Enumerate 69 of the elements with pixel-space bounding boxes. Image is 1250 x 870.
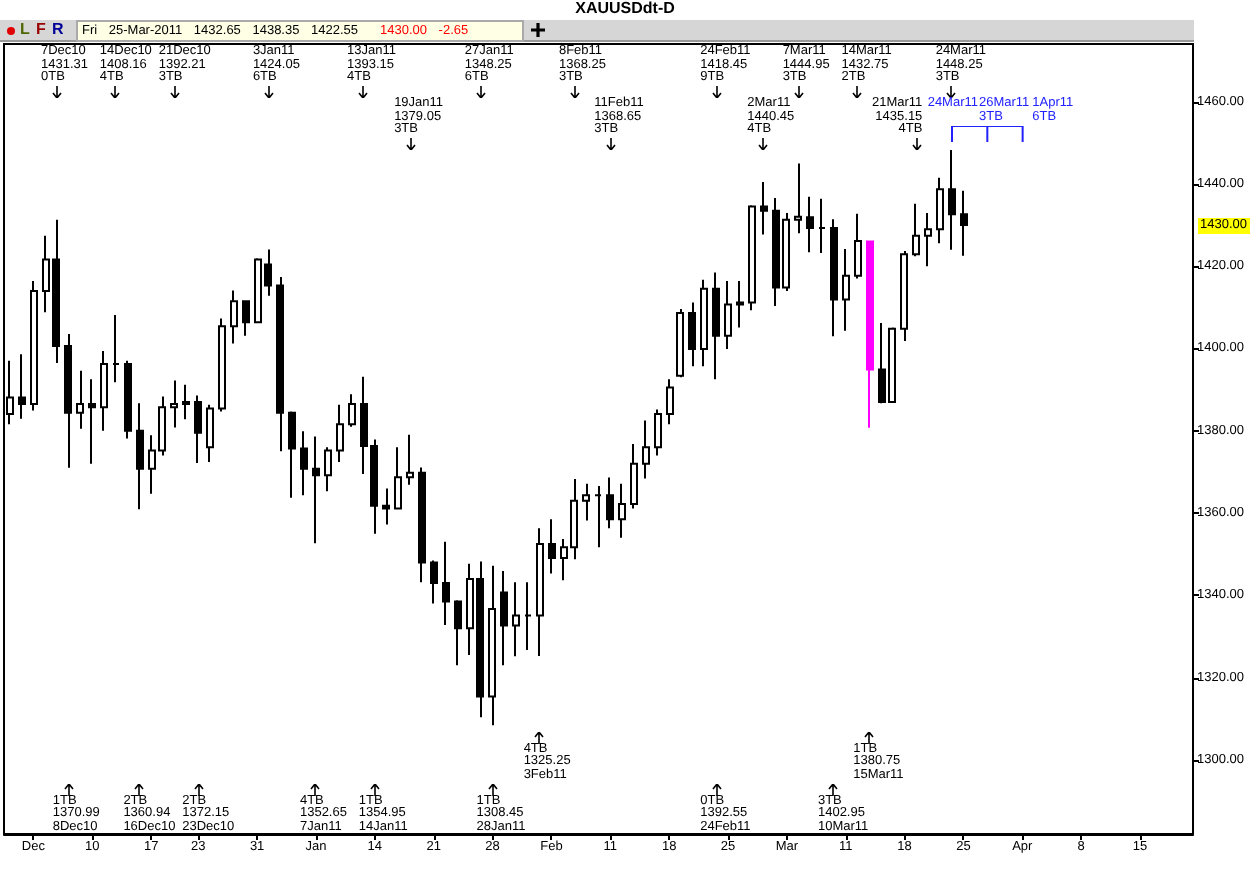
- candlestick: [594, 484, 602, 549]
- candlestick: [88, 378, 96, 465]
- candlestick: [630, 442, 638, 510]
- candlestick: [960, 189, 968, 257]
- candlestick: [488, 564, 496, 727]
- candlestick: [382, 487, 390, 526]
- candlestick: [336, 403, 344, 464]
- candlestick: [512, 581, 520, 658]
- candlestick: [170, 379, 178, 429]
- candlestick: [100, 349, 108, 432]
- candlestick: [30, 280, 38, 412]
- candlestick: [924, 212, 932, 268]
- candlestick: [794, 162, 802, 235]
- candlestick: [582, 482, 590, 522]
- candlestick: [948, 148, 956, 251]
- candlestick: [912, 202, 920, 258]
- candlestick: [842, 247, 850, 332]
- candlestick: [136, 402, 144, 511]
- candlestick: [76, 369, 84, 430]
- candlestick: [866, 240, 874, 429]
- text: F: [36, 20, 46, 38]
- candlestick: [300, 430, 308, 497]
- candlestick: [900, 249, 908, 343]
- candlestick: [312, 435, 320, 545]
- candlestick: [182, 383, 190, 421]
- candlestick: [666, 378, 674, 426]
- candlestick: [524, 581, 532, 652]
- chart-title: XAUUSDdt-D: [575, 0, 676, 17]
- text: L: [20, 20, 30, 38]
- candlestick: [218, 317, 226, 413]
- candlestick: [394, 446, 402, 510]
- candlestick: [18, 353, 26, 420]
- candlestick: [760, 181, 768, 236]
- candlestick: [442, 540, 450, 626]
- candlestick: [712, 271, 720, 381]
- candlestick: [654, 408, 662, 457]
- candlestick: [112, 313, 120, 384]
- candlestick: [854, 212, 862, 280]
- candlestick: [536, 527, 544, 658]
- candlestick: [548, 518, 556, 575]
- candlestick: [430, 559, 438, 605]
- candlestick: [194, 394, 202, 465]
- candlestick: [64, 333, 72, 469]
- candlestick: [724, 280, 732, 350]
- candlestick: [618, 482, 626, 539]
- candlestick: [348, 393, 356, 428]
- candlestick: [606, 476, 614, 530]
- candlestick: [230, 289, 238, 345]
- candlestick: [500, 570, 508, 667]
- candlestick: [288, 410, 296, 499]
- candlestick: [688, 301, 696, 368]
- text: R: [52, 20, 64, 38]
- candlestick: [324, 446, 332, 493]
- candlestick: [830, 218, 838, 338]
- candlestick: [818, 197, 826, 255]
- candlestick: [676, 307, 684, 379]
- candlestick: [206, 403, 214, 464]
- candlestick: [418, 466, 426, 584]
- candlestick: [124, 359, 132, 440]
- candlestick: [700, 278, 708, 368]
- candlestick: [276, 275, 284, 453]
- candlestick: [406, 433, 414, 486]
- candlestick: [642, 419, 650, 480]
- candlestick: [936, 176, 944, 245]
- candlestick: [242, 300, 250, 337]
- candlestick: [806, 195, 814, 254]
- candlestick: [454, 599, 462, 667]
- candlestick: [748, 204, 756, 312]
- candlestick: [736, 280, 744, 329]
